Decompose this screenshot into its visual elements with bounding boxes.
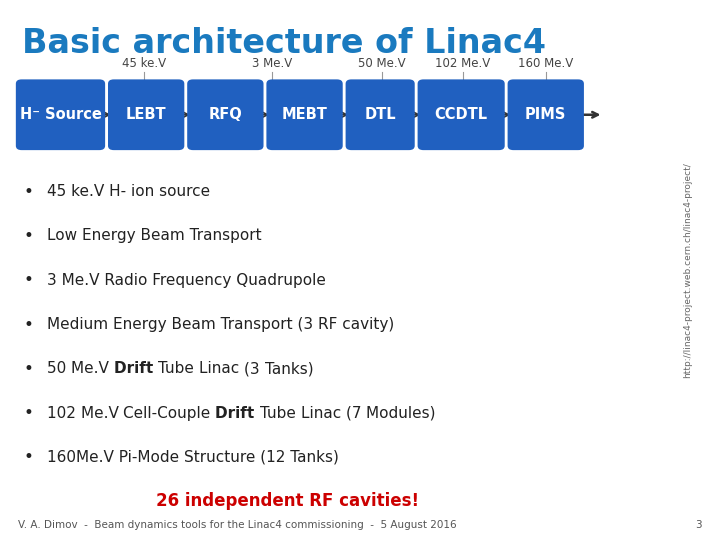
Text: 102: 102 [47, 406, 81, 421]
Text: •: • [24, 448, 34, 467]
Text: Linac: Linac [301, 406, 346, 421]
Text: 26 independent RF cavities!: 26 independent RF cavities! [156, 492, 420, 510]
FancyBboxPatch shape [418, 79, 505, 150]
Text: 45 ke.V: 45 ke.V [122, 57, 166, 70]
Text: •: • [24, 404, 34, 422]
Text: LEBT: LEBT [126, 107, 166, 122]
Text: Cell-Couple: Cell-Couple [123, 406, 215, 421]
Text: Low Energy Beam Transport: Low Energy Beam Transport [47, 228, 261, 244]
Text: •: • [24, 271, 34, 289]
Text: 45 ke.V H- ion source: 45 ke.V H- ion source [47, 184, 210, 199]
Text: 160Me.V Pi-Mode Structure (12 Tanks): 160Me.V Pi-Mode Structure (12 Tanks) [47, 450, 338, 465]
Text: Drift: Drift [114, 361, 158, 376]
Text: Linac: Linac [199, 361, 244, 376]
Text: Basic architecture of Linac4: Basic architecture of Linac4 [22, 27, 546, 60]
Text: 3: 3 [696, 520, 702, 530]
Text: •: • [24, 183, 34, 201]
Text: Me.V: Me.V [81, 406, 123, 421]
Text: H⁻ Source: H⁻ Source [19, 107, 102, 122]
Text: (7: (7 [346, 406, 366, 421]
Text: 3 Me.V Radio Frequency Quadrupole: 3 Me.V Radio Frequency Quadrupole [47, 273, 325, 288]
Text: Tube: Tube [260, 406, 301, 421]
Text: http://linac4-project.web.cern.ch/linac4-project/: http://linac4-project.web.cern.ch/linac4… [683, 162, 692, 378]
Text: Tanks): Tanks) [264, 361, 318, 376]
Text: CCDTL: CCDTL [435, 107, 487, 122]
Text: 102 Me.V: 102 Me.V [436, 57, 490, 70]
FancyBboxPatch shape [346, 79, 415, 150]
Text: 50 Me.V: 50 Me.V [358, 57, 405, 70]
FancyBboxPatch shape [187, 79, 264, 150]
Text: Tube: Tube [158, 361, 199, 376]
Text: (3: (3 [244, 361, 264, 376]
FancyBboxPatch shape [16, 79, 105, 150]
Text: V. A. Dimov  -  Beam dynamics tools for the Linac4 commissioning  -  5 August 20: V. A. Dimov - Beam dynamics tools for th… [18, 520, 456, 530]
Text: Drift: Drift [215, 406, 260, 421]
Text: DTL: DTL [364, 107, 396, 122]
FancyBboxPatch shape [266, 79, 343, 150]
Text: MEBT: MEBT [282, 107, 328, 122]
Text: Modules): Modules) [366, 406, 441, 421]
Text: Medium Energy Beam Transport (3 RF cavity): Medium Energy Beam Transport (3 RF cavit… [47, 317, 394, 332]
Text: •: • [24, 227, 34, 245]
Text: PIMS: PIMS [525, 107, 567, 122]
Text: •: • [24, 315, 34, 334]
Text: 50: 50 [47, 361, 71, 376]
Text: 3 Me.V: 3 Me.V [252, 57, 292, 70]
Text: •: • [24, 360, 34, 378]
Text: Me.V: Me.V [71, 361, 114, 376]
FancyBboxPatch shape [108, 79, 184, 150]
Text: RFQ: RFQ [209, 107, 242, 122]
Text: 160 Me.V: 160 Me.V [518, 57, 573, 70]
FancyBboxPatch shape [508, 79, 584, 150]
